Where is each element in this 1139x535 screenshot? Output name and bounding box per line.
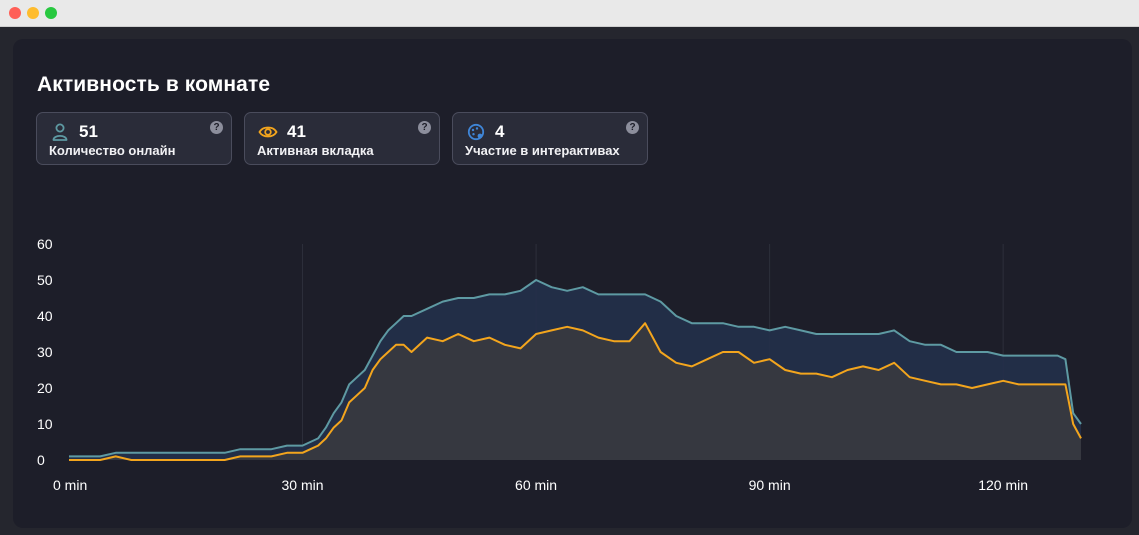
window-titlebar xyxy=(0,0,1139,27)
interactive-participation-value: 4 xyxy=(495,122,505,141)
series-line-2 xyxy=(69,322,1082,461)
x-tick-label: 90 min xyxy=(749,477,791,493)
user-icon xyxy=(52,123,68,141)
series-area-2 xyxy=(69,323,1081,460)
y-tick-label: 30 xyxy=(37,344,53,360)
series-line-1 xyxy=(69,279,1082,458)
minimize-window-button[interactable] xyxy=(27,7,39,19)
active-tab-label: Активная вкладка xyxy=(257,143,374,158)
room-activity-panel: Активность в комнате 51 Количество онлай… xyxy=(13,39,1132,528)
help-icon[interactable]: ? xyxy=(210,121,223,134)
y-tick-label: 10 xyxy=(37,416,53,432)
active-tab-value: 41 xyxy=(287,122,306,141)
maximize-window-button[interactable] xyxy=(45,7,57,19)
y-tick-label: 40 xyxy=(37,308,53,324)
activity-chart: 0 10 20 30 40 50 60 0 min 30 min 60 min 90 min 120 … xyxy=(37,236,1082,493)
interactive-participation-card: 4 Участие в интерактивах ? xyxy=(452,112,648,165)
x-tick-label: 30 min xyxy=(282,477,324,493)
help-icon[interactable]: ? xyxy=(626,121,639,134)
y-tick-label: 20 xyxy=(37,380,53,396)
y-tick-label: 60 xyxy=(37,236,53,252)
active-tab-card: 41 Активная вкладка ? xyxy=(244,112,440,165)
x-tick-label: 0 min xyxy=(53,477,87,493)
y-tick-label: 50 xyxy=(37,272,53,288)
close-window-button[interactable] xyxy=(9,7,21,19)
online-count-card: 51 Количество онлайн ? xyxy=(36,112,232,165)
online-count-value: 51 xyxy=(79,122,98,141)
x-tick-label: 60 min xyxy=(515,477,557,493)
help-icon[interactable]: ? xyxy=(418,121,431,134)
palette-icon xyxy=(467,123,485,141)
y-tick-label: 0 xyxy=(37,452,45,468)
online-count-label: Количество онлайн xyxy=(49,143,176,158)
page-title: Активность в комнате xyxy=(37,73,271,96)
eye-icon xyxy=(258,126,278,138)
interactive-participation-label: Участие в интерактивах xyxy=(465,143,620,158)
x-tick-label: 120 min xyxy=(978,477,1028,493)
